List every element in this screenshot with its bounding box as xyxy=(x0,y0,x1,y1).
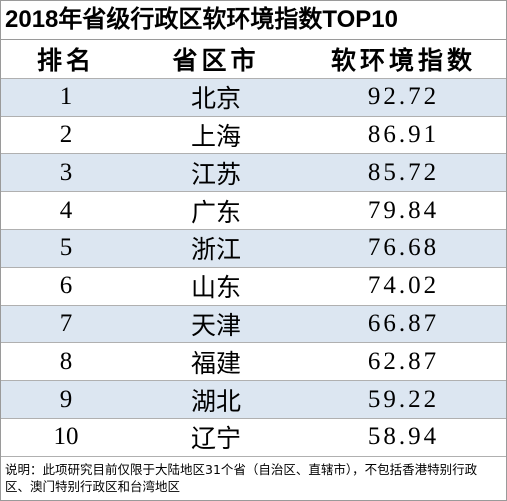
region-cell: 辽宁 xyxy=(131,418,301,457)
table-row: 10 辽宁 58.94 xyxy=(1,418,506,457)
region-cell: 浙江 xyxy=(131,229,301,268)
table-row: 7 天津 66.87 xyxy=(1,305,506,344)
rank-cell: 8 xyxy=(1,342,131,382)
table-row: 8 福建 62.87 xyxy=(1,342,506,382)
region-cell: 山东 xyxy=(131,267,301,306)
index-cell: 76.68 xyxy=(301,229,506,268)
table-row: 6 山东 74.02 xyxy=(1,267,506,306)
table-row: 2 上海 86.91 xyxy=(1,116,506,155)
index-cell: 74.02 xyxy=(301,267,506,306)
region-cell: 北京 xyxy=(131,78,301,117)
table-row: 3 江苏 85.72 xyxy=(1,153,506,193)
region-cell: 上海 xyxy=(131,116,301,155)
index-cell: 66.87 xyxy=(301,305,506,344)
index-cell: 58.94 xyxy=(301,418,506,457)
column-header: 排名 xyxy=(1,40,131,79)
rank-cell: 2 xyxy=(1,116,131,155)
region-cell: 广东 xyxy=(131,191,301,230)
index-cell: 59.22 xyxy=(301,380,506,419)
region-cell: 湖北 xyxy=(131,380,301,419)
region-cell: 天津 xyxy=(131,305,301,344)
table-row: 4 广东 79.84 xyxy=(1,191,506,230)
table-title: 2018年省级行政区软环境指数TOP10 xyxy=(1,1,506,40)
table-row: 9 湖北 59.22 xyxy=(1,380,506,419)
index-cell: 86.91 xyxy=(301,116,506,155)
rank-cell: 7 xyxy=(1,305,131,344)
footnote: 说明：此项研究目前仅限于大陆地区31个省（自治区、直辖市），不包括香港特别行政区… xyxy=(5,461,478,494)
column-header: 省区市 xyxy=(131,40,301,79)
index-cell: 62.87 xyxy=(301,342,506,382)
rank-cell: 10 xyxy=(1,418,131,457)
rank-cell: 1 xyxy=(1,78,131,117)
region-cell: 福建 xyxy=(131,342,301,382)
ranking-table: 排名 省区市 软环境指数 1 北京 92.72 2 上海 86.91 3 江苏 85.72 4 广东 79… xyxy=(1,40,506,457)
table-row: 1 北京 92.72 xyxy=(1,78,506,117)
header-row: 排名 省区市 软环境指数 xyxy=(1,40,506,79)
index-cell: 85.72 xyxy=(301,153,506,193)
rank-cell: 5 xyxy=(1,229,131,268)
column-header: 软环境指数 xyxy=(301,40,506,79)
index-cell: 79.84 xyxy=(301,191,506,230)
rank-cell: 9 xyxy=(1,380,131,419)
rank-cell: 3 xyxy=(1,153,131,193)
rank-cell: 4 xyxy=(1,191,131,230)
index-cell: 92.72 xyxy=(301,78,506,117)
table-row: 5 浙江 76.68 xyxy=(1,229,506,268)
region-cell: 江苏 xyxy=(131,153,301,193)
rank-cell: 6 xyxy=(1,267,131,306)
